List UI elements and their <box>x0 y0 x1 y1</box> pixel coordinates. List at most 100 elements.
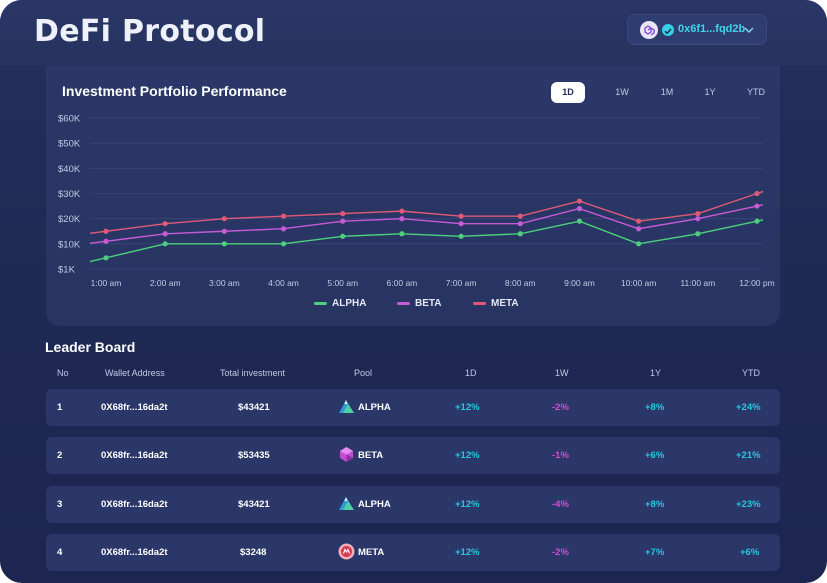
data-point-alpha <box>399 231 405 237</box>
row-investment: $43421 <box>238 402 270 413</box>
table-row[interactable] <box>46 486 780 523</box>
x-tick-label: 10:00 am <box>621 278 656 288</box>
row-investment: $3248 <box>240 547 267 558</box>
beta-gem-icon <box>338 446 355 463</box>
range-1d-button[interactable]: 1D <box>551 82 585 103</box>
x-tick-label: 2:00 am <box>150 278 181 288</box>
y-tick-label: $10K <box>58 239 81 250</box>
legend-beta: BETA <box>415 298 442 309</box>
col-header-1d: 1D <box>465 368 477 378</box>
data-point-alpha <box>340 233 346 239</box>
line-chart: $60K $50K $40K $30K $20K $10K $1K 1:00 am 2:00 a… <box>58 114 775 289</box>
data-point-alpha <box>221 241 227 247</box>
row-pool: ALPHA <box>358 499 391 510</box>
series-line-alpha <box>89 219 764 263</box>
row-1y: +7% <box>645 547 665 558</box>
range-1y-button[interactable]: 1Y <box>704 87 716 97</box>
x-tick-label: 3:00 am <box>209 278 240 288</box>
table-row[interactable] <box>46 389 780 426</box>
y-tick-label: $20K <box>58 214 81 225</box>
data-point-meta <box>754 190 760 197</box>
data-point-beta <box>162 231 168 237</box>
data-point-beta <box>458 221 464 227</box>
row-wallet: 0X68fr...16da2t <box>101 547 168 558</box>
legend-swatch-alpha <box>314 302 327 305</box>
row-pool: ALPHA <box>358 402 391 413</box>
row-ytd: +24% <box>736 402 761 413</box>
row-1w: -2% <box>552 402 569 413</box>
row-1w: -2% <box>552 547 569 558</box>
data-point-meta <box>103 228 109 234</box>
row-pool: META <box>358 547 385 558</box>
series-line-beta <box>89 204 764 245</box>
data-point-beta <box>517 221 523 227</box>
polygon-logo-icon <box>640 21 658 39</box>
x-tick-label: 8:00 am <box>505 278 536 288</box>
x-tick-label: 7:00 am <box>446 278 477 288</box>
row-1y: +8% <box>645 402 665 413</box>
col-header-1y: 1Y <box>650 368 662 378</box>
row-1y: +6% <box>645 450 665 461</box>
data-point-beta <box>399 216 405 222</box>
data-point-beta <box>280 226 287 232</box>
data-point-meta <box>636 218 642 224</box>
data-point-beta <box>340 218 346 224</box>
legend-swatch-beta <box>397 302 410 305</box>
data-point-alpha <box>576 218 583 224</box>
chart-card <box>46 66 780 326</box>
data-point-beta <box>636 226 642 232</box>
data-point-alpha <box>280 241 287 247</box>
y-tick-label: $50K <box>58 139 81 150</box>
data-point-meta <box>221 216 227 222</box>
row-ytd: +21% <box>736 450 761 461</box>
data-point-alpha <box>754 218 760 224</box>
row-wallet: 0X68fr...16da2t <box>101 450 168 461</box>
data-point-alpha <box>103 255 109 261</box>
col-header-1w: 1W <box>555 368 569 378</box>
data-point-meta <box>517 213 523 219</box>
row-wallet: 0X68fr...16da2t <box>101 499 168 510</box>
range-ytd-button[interactable]: YTD <box>747 87 765 97</box>
table-row[interactable] <box>46 534 780 571</box>
data-point-alpha <box>458 233 464 239</box>
legend-alpha: ALPHA <box>332 298 367 309</box>
data-point-beta <box>221 228 227 234</box>
legend-swatch-meta <box>473 302 486 305</box>
row-no: 4 <box>57 547 63 558</box>
table-row[interactable] <box>46 437 780 474</box>
data-point-alpha <box>636 241 642 247</box>
wallet-button[interactable]: 0x6f1...fqd2b <box>627 14 767 45</box>
alpha-mountain-icon <box>338 398 355 415</box>
row-no: 1 <box>57 402 63 413</box>
data-point-meta <box>280 213 287 219</box>
data-point-alpha <box>517 231 523 237</box>
x-tick-label: 6:00 am <box>387 278 418 288</box>
range-1m-button[interactable]: 1M <box>660 87 674 97</box>
data-point-meta <box>340 211 346 217</box>
data-point-meta <box>576 198 583 204</box>
row-1d: +12% <box>455 499 480 510</box>
data-point-meta <box>162 221 168 227</box>
y-tick-label: $40K <box>58 164 81 175</box>
col-header-no: No <box>57 368 69 378</box>
range-1w-button[interactable]: 1W <box>615 87 629 97</box>
chart-title: Investment Portfolio Performance <box>62 83 287 99</box>
app-title: DeFi Protocol <box>34 14 266 49</box>
alpha-mountain-icon <box>338 495 355 512</box>
data-point-meta <box>458 213 464 219</box>
row-pool: BETA <box>358 450 384 461</box>
leaderboard-title: Leader Board <box>45 339 136 355</box>
row-ytd: +23% <box>736 499 761 510</box>
row-no: 3 <box>57 499 63 510</box>
x-tick-label: 12:00 pm <box>739 278 774 288</box>
row-1d: +12% <box>455 547 480 558</box>
meta-coin-icon <box>338 543 355 560</box>
row-ytd: +6% <box>740 547 760 558</box>
row-1d: +12% <box>455 450 480 461</box>
wallet-address: 0x6f1...fqd2b <box>678 23 746 35</box>
row-wallet: 0X68fr...16da2t <box>101 402 168 413</box>
row-1y: +8% <box>645 499 665 510</box>
row-1d: +12% <box>455 402 480 413</box>
col-header-ytd: YTD <box>742 368 760 378</box>
